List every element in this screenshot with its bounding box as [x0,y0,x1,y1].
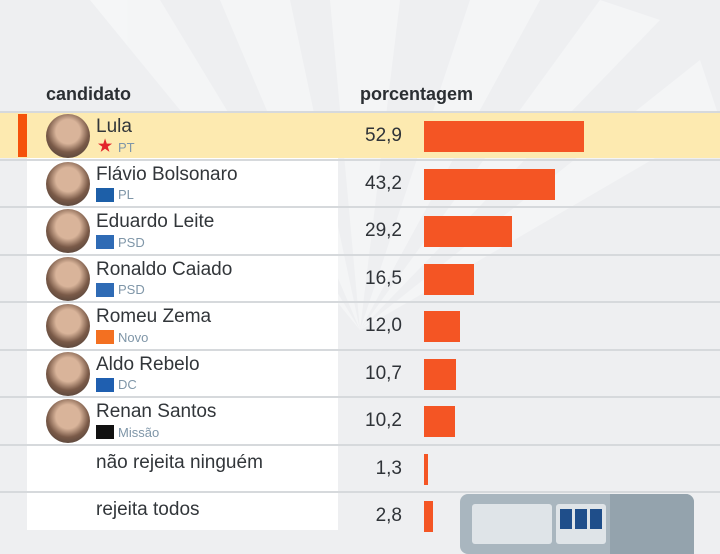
table-header: candidato porcentagem [0,84,720,112]
data-label: 29,2 [365,220,402,241]
candidate-name: Romeu Zema [96,306,212,327]
data-label: 43,2 [365,172,402,194]
party-label: Missão [96,424,159,440]
bar [424,168,555,200]
party-label: Novo [96,329,148,345]
header-candidate: candidato [46,84,132,104]
table-row: Romeu Zema Novo 12,0 [0,301,720,348]
bar [424,216,513,247]
candidate-photo [46,114,90,158]
party-label: PL [96,187,134,203]
header-percent: porcentagem [360,84,474,104]
bar [424,263,474,295]
party-name: Missão [118,424,160,440]
table-row: Eduardo Leite PSD 29,2 [0,206,720,253]
party-logo-icon [96,377,114,392]
party-logo-icon [96,330,114,344]
highlight-marker [18,114,27,157]
bar [424,121,584,152]
candidate-name: Flávio Bolsonaro [96,163,238,185]
party-logo-icon [96,187,114,202]
party-label: PSD [96,282,145,298]
candidate-photo [46,351,90,396]
candidate-photo [46,304,90,348]
bar [424,358,457,390]
party-name: PT [118,139,135,155]
candidate-photo [46,209,90,253]
bar [424,501,433,532]
table-row: Ronaldo Caiado PSD 16,5 [0,253,720,301]
party-name: PSD [118,282,145,297]
table-row: Aldo Rebelo DC 10,7 [0,348,720,396]
table-row: Flávio Bolsonaro PL 43,2 [0,158,720,206]
data-label: 52,9 [365,125,402,146]
bar [424,311,461,342]
table-row: Renan Santos Missão 10,2 [0,396,720,443]
data-label: 16,5 [365,267,402,289]
candidate-name: Aldo Rebelo [96,353,200,375]
party-logo-icon [96,235,114,249]
candidate-photo [46,256,90,301]
data-label: 10,7 [365,362,402,384]
option-label: não rejeita ninguém [96,451,263,473]
data-label: 10,2 [365,410,402,431]
party-label: PSD [96,234,145,250]
party-label: ★ PT [96,139,135,155]
party-name: PSD [118,234,145,250]
candidate-photo [46,399,90,443]
party-name: DC [118,377,137,392]
bar [424,406,455,437]
table-row: rejeita todos 2,8 [0,491,720,538]
table-row: Lula ★ PT 52,9 [0,111,720,158]
party-logo-icon [96,282,114,297]
data-label: 1,3 [375,457,402,479]
data-label: 2,8 [375,505,402,526]
candidate-photo [46,161,90,206]
candidate-name: Eduardo Leite [96,211,215,232]
data-label: 12,0 [365,315,402,336]
candidate-name: Lula [96,116,132,137]
candidate-name: Ronaldo Caiado [96,258,233,280]
party-label: DC [96,377,137,393]
table-row: não rejeita ninguém 1,3 [0,443,720,491]
candidate-name: Renan Santos [96,401,217,422]
party-name: Novo [118,329,149,345]
party-logo-icon [96,425,114,439]
option-label: rejeita todos [96,499,200,520]
party-logo-icon: ★ [97,138,113,155]
bar [424,453,428,485]
party-name: PL [118,187,134,202]
voting-machine-illustration [460,494,694,554]
